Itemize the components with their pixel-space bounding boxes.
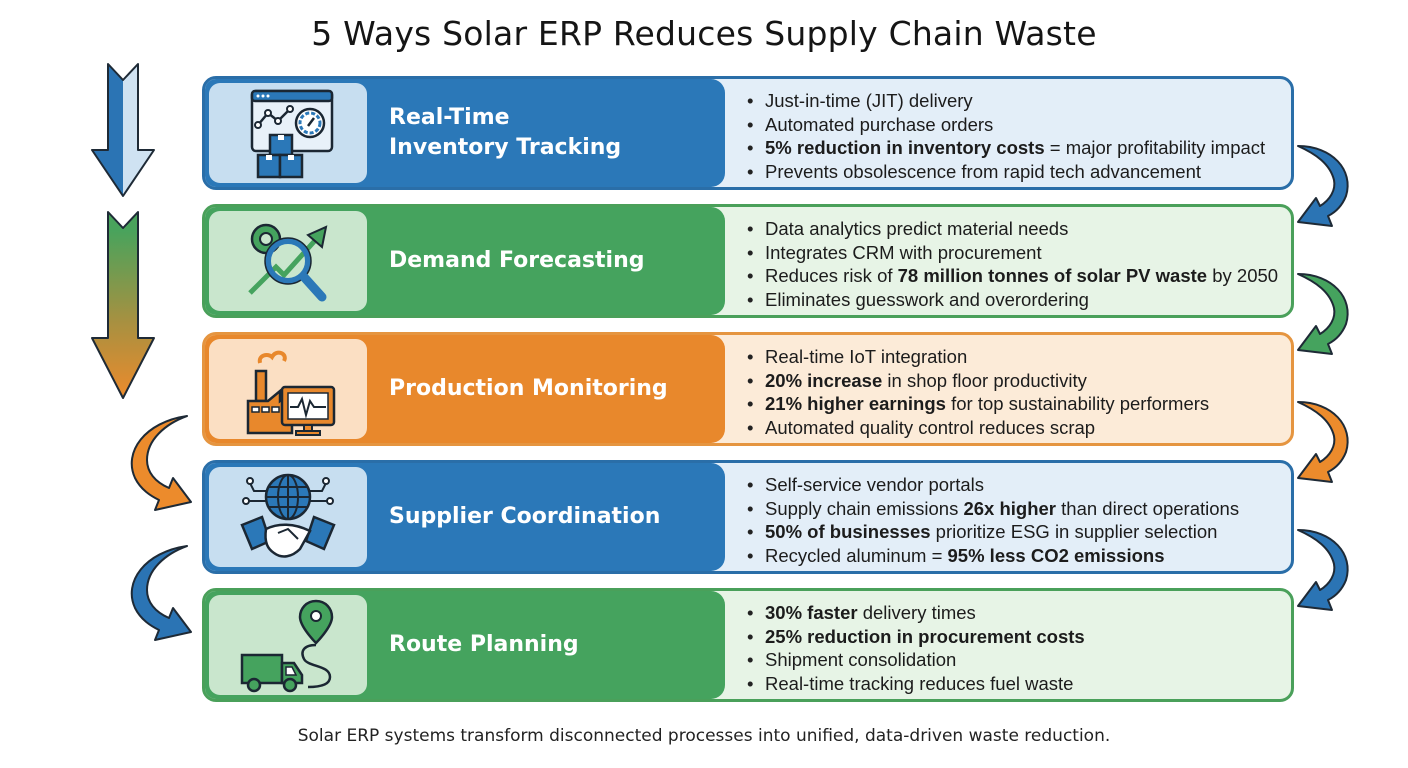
icon-box [209,467,367,567]
bullet-item: Eliminates guesswork and overordering [737,288,1281,312]
bullet-item: 5% reduction in inventory costs = major … [737,136,1281,160]
bullet-item: Integrates CRM with procurement [737,241,1281,265]
step-row-demand-forecasting: Demand Forecasting Data analytics predic… [202,204,1294,318]
bullet-item: Automated quality control reduces scrap [737,416,1281,440]
handshake-globe-icon [240,473,336,558]
down-arrow-green-orange-icon [91,211,155,399]
step-title: Route Planning [389,632,579,657]
down-arrow-blue-icon [91,63,155,197]
bullet-item: Recycled aluminum = 95% less CO2 emissio… [737,544,1281,568]
bullet-list: Data analytics predict material needs In… [737,217,1281,311]
bullet-item: Automated purchase orders [737,113,1281,137]
step-row-supplier-coordination: Supplier Coordination Self-service vendo… [202,460,1294,574]
bullet-item: Data analytics predict material needs [737,217,1281,241]
bullet-list: 30% faster delivery times 25% reduction … [737,601,1281,695]
step-header: Supplier Coordination [205,463,725,571]
icon-box [209,211,367,311]
bullet-list: Real-time IoT integration 20% increase i… [737,345,1281,439]
curved-arrow-green-right-icon [1297,273,1349,355]
step-header: Production Monitoring [205,335,725,443]
icon-box [209,595,367,695]
curved-arrow-blue-right-1-icon [1297,145,1349,227]
step-header: Demand Forecasting [205,207,725,315]
bullet-list: Just-in-time (JIT) delivery Automated pu… [737,89,1281,183]
bullet-item: Reduces risk of 78 million tonnes of sol… [737,264,1281,288]
bullet-item: Self-service vendor portals [737,473,1281,497]
step-row-production-monitoring: Production Monitoring Real-time IoT inte… [202,332,1294,446]
bullet-item: Shipment consolidation [737,648,1281,672]
page-title: 5 Ways Solar ERP Reduces Supply Chain Wa… [311,14,1097,53]
step-row-route-planning: Route Planning 30% faster delivery times… [202,588,1294,702]
bullet-item: Real-time IoT integration [737,345,1281,369]
bullet-item: 25% reduction in procurement costs [737,625,1281,649]
curved-arrow-blue-right-2-icon [1297,529,1349,611]
step-header: Route Planning [205,591,725,699]
step-title: Demand Forecasting [389,248,645,273]
bullet-item: Real-time tracking reduces fuel waste [737,672,1281,696]
inventory-dashboard-icon [250,89,334,179]
step-row-inventory-tracking: Real-Time Inventory Tracking Just-in-tim… [202,76,1294,190]
bullet-item: Just-in-time (JIT) delivery [737,89,1281,113]
step-header: Real-Time Inventory Tracking [205,79,725,187]
bullet-item: 21% higher earnings for top sustainabili… [737,392,1281,416]
step-title: Supplier Coordination [389,504,661,529]
curved-arrow-orange-left-icon [130,415,192,511]
forecast-magnifier-icon [248,223,328,302]
truck-route-icon [240,599,334,693]
curved-arrow-orange-right-icon [1297,401,1349,483]
footer-caption: Solar ERP systems transform disconnected… [297,726,1111,746]
bullet-item: Supply chain emissions 26x higher than d… [737,497,1281,521]
bullet-item: 20% increase in shop floor productivity [737,369,1281,393]
icon-box [209,339,367,439]
bullet-item: 30% faster delivery times [737,601,1281,625]
factory-monitor-icon [246,350,336,436]
step-title: Production Monitoring [389,376,668,401]
icon-box [209,83,367,183]
bullet-item: Prevents obsolescence from rapid tech ad… [737,160,1281,184]
curved-arrow-blue-left-icon [130,545,192,641]
bullet-list: Self-service vendor portals Supply chain… [737,473,1281,567]
step-title: Real-Time Inventory Tracking [389,105,622,160]
bullet-item: 50% of businesses prioritize ESG in supp… [737,520,1281,544]
